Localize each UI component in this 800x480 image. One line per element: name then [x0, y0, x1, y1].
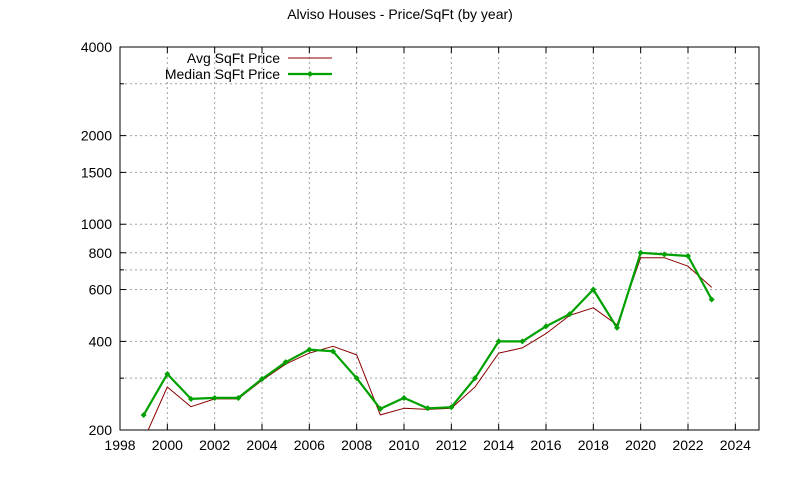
data-point — [235, 394, 242, 401]
data-point — [330, 348, 336, 355]
legend-label-1: Avg SqFt Price — [187, 50, 280, 66]
data-point — [401, 394, 407, 401]
data-point — [519, 338, 526, 345]
data-point — [566, 311, 573, 318]
data-point — [377, 405, 384, 412]
chart-title: Alviso Houses - Price/SqFt (by year) — [287, 6, 513, 22]
data-point — [472, 375, 478, 382]
data-point — [188, 395, 194, 402]
data-point — [661, 251, 668, 258]
x-tick-label: 2024 — [720, 437, 751, 453]
x-tick-label: 2018 — [578, 437, 609, 453]
y-tick-label: 200 — [89, 422, 113, 438]
y-tick-label: 4000 — [81, 39, 112, 55]
x-tick-label: 2016 — [530, 437, 561, 453]
x-tick-label: 2002 — [199, 437, 230, 453]
y-tick-label: 600 — [89, 282, 113, 298]
data-point — [140, 411, 147, 418]
data-point — [164, 370, 171, 377]
grid-lines — [120, 47, 759, 430]
series-line-2 — [142, 251, 713, 416]
legend-marker — [307, 71, 313, 77]
x-tick-label: 2008 — [341, 437, 372, 453]
legend-label-2: Median SqFt Price — [165, 66, 280, 82]
series-line-1 — [147, 257, 713, 430]
x-tick-label: 2022 — [672, 437, 703, 453]
x-tick-label: 2000 — [152, 437, 183, 453]
data-point — [353, 375, 360, 382]
x-tick-label: 2014 — [483, 437, 514, 453]
data-point — [614, 324, 620, 331]
data-point — [637, 249, 644, 256]
y-tick-label: 1000 — [81, 216, 112, 232]
x-tick-label: 2006 — [294, 437, 325, 453]
data-point — [708, 296, 715, 303]
x-tick-label: 2010 — [388, 437, 419, 453]
data-point — [306, 346, 313, 353]
y-tick-label: 1500 — [81, 164, 112, 180]
y-tick-label: 2000 — [81, 128, 112, 144]
x-tick-label: 2004 — [246, 437, 277, 453]
data-point — [448, 404, 455, 411]
data-point — [495, 338, 502, 345]
data-point — [211, 394, 218, 401]
series-layer — [140, 249, 715, 430]
data-point — [543, 323, 549, 330]
data-point — [282, 359, 289, 366]
data-point — [685, 253, 691, 260]
y-tick-label: 400 — [89, 333, 113, 349]
axes: 1998 2000 2002 2004 2006 2008 2010 2012 2014 2016… — [81, 39, 760, 453]
x-tick-label: 1998 — [104, 437, 135, 453]
x-tick-label: 2020 — [625, 437, 656, 453]
data-point — [259, 376, 265, 383]
data-point — [590, 286, 597, 293]
y-tick-label: 800 — [89, 245, 113, 261]
data-point — [424, 405, 431, 412]
x-tick-label: 2012 — [436, 437, 467, 453]
plot-frame — [119, 46, 760, 431]
